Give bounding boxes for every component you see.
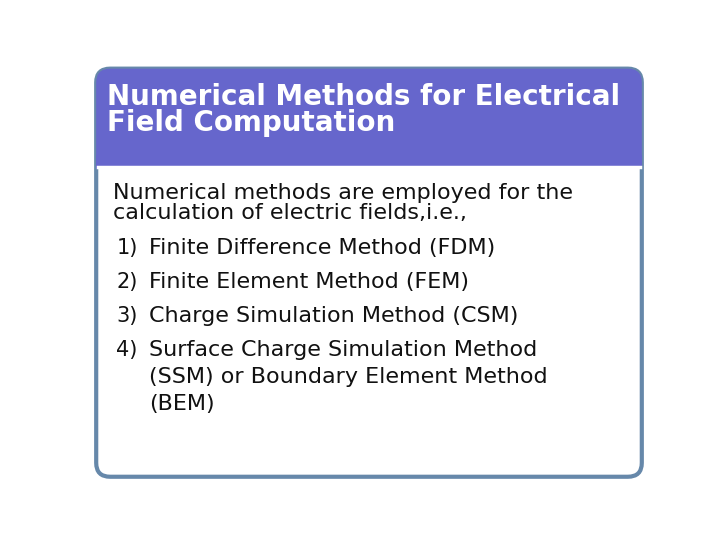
- Text: 1): 1): [117, 238, 138, 258]
- Text: calculation of electric fields,i.e.,: calculation of electric fields,i.e.,: [113, 202, 467, 222]
- Text: 4): 4): [117, 340, 138, 360]
- Text: Finite Element Method (FEM): Finite Element Method (FEM): [149, 272, 469, 292]
- FancyBboxPatch shape: [96, 69, 642, 477]
- Text: Surface Charge Simulation Method
(SSM) or Boundary Element Method
(BEM): Surface Charge Simulation Method (SSM) o…: [149, 340, 547, 414]
- Text: Charge Simulation Method (CSM): Charge Simulation Method (CSM): [149, 306, 518, 326]
- Text: Finite Difference Method (FDM): Finite Difference Method (FDM): [149, 238, 495, 258]
- Text: Numerical Methods for Electrical: Numerical Methods for Electrical: [107, 83, 620, 111]
- FancyBboxPatch shape: [96, 69, 642, 168]
- Text: 2): 2): [117, 272, 138, 292]
- Text: 3): 3): [117, 306, 138, 326]
- Bar: [96, 155, 642, 168]
- Text: Numerical methods are employed for the: Numerical methods are employed for the: [113, 183, 573, 202]
- Text: Field Computation: Field Computation: [107, 109, 395, 137]
